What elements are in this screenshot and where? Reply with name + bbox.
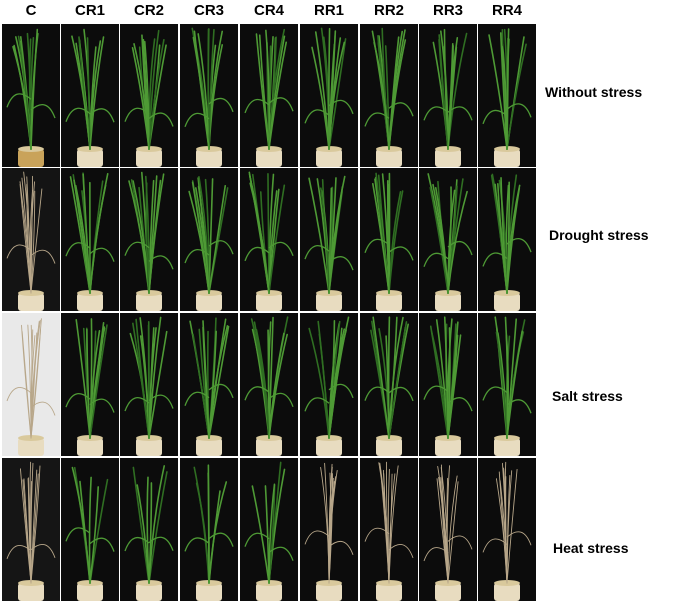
column-label-rr3: RR3 (432, 2, 463, 19)
plant-photo-rr2-row2 (360, 168, 418, 311)
plant-photo-cr3-row4 (180, 458, 238, 601)
column-label-c: C (25, 2, 37, 19)
column-label-rr4: RR4 (491, 2, 522, 19)
column-label-rr1: RR1 (313, 2, 344, 19)
plant-photo-cr3-row1 (180, 24, 238, 167)
plant-photo-cr4-row2 (240, 168, 298, 311)
plant-photo-cr1-row4 (61, 458, 119, 601)
plant-photo-cr3-row2 (180, 168, 238, 311)
row-label-3: Heat stress (553, 540, 629, 556)
row-label-1: Drought stress (549, 227, 649, 243)
column-label-cr3: CR3 (193, 2, 224, 19)
plant-photo-rr2-row4 (360, 458, 418, 601)
row-label-0: Without stress (545, 84, 643, 100)
plant-photo-rr1-row1 (300, 24, 358, 167)
column-label-cr2: CR2 (133, 2, 164, 19)
plant-photo-rr3-row2 (419, 168, 477, 311)
plant-photo-cr4-row1 (240, 24, 298, 167)
plant-photo-cr2-row2 (120, 168, 178, 311)
plant-photo-c-row1 (2, 24, 60, 167)
plant-photo-rr4-row4 (478, 458, 536, 601)
plant-photo-rr3-row1 (419, 24, 477, 167)
plant-photo-cr2-row4 (120, 458, 178, 601)
column-label-cr1: CR1 (74, 2, 105, 19)
row-label-2: Salt stress (552, 388, 623, 404)
plant-photo-cr1-row1 (61, 24, 119, 167)
plant-photo-cr3-row3 (180, 313, 238, 456)
column-label-rr2: RR2 (373, 2, 404, 19)
plant-photo-cr4-row4 (240, 458, 298, 601)
plant-photo-rr4-row2 (478, 168, 536, 311)
plant-photo-rr2-row3 (360, 313, 418, 456)
plant-photo-rr4-row3 (478, 313, 536, 456)
plant-photo-cr1-row3 (61, 313, 119, 456)
plant-photo-rr1-row3 (300, 313, 358, 456)
plant-photo-rr3-row4 (419, 458, 477, 601)
plant-photo-rr2-row1 (360, 24, 418, 167)
plant-photo-rr4-row1 (478, 24, 536, 167)
plant-photo-cr2-row3 (120, 313, 178, 456)
plant-photo-cr1-row2 (61, 168, 119, 311)
plant-photo-cr2-row1 (120, 24, 178, 167)
plant-photo-rr1-row2 (300, 168, 358, 311)
plant-photo-rr3-row3 (419, 313, 477, 456)
plant-photo-c-row2 (2, 168, 60, 311)
column-label-cr4: CR4 (253, 2, 284, 19)
plant-photo-rr1-row4 (300, 458, 358, 601)
plant-photo-c-row4 (2, 458, 60, 601)
plant-photo-cr4-row3 (240, 313, 298, 456)
plant-photo-c-row3 (2, 313, 60, 456)
